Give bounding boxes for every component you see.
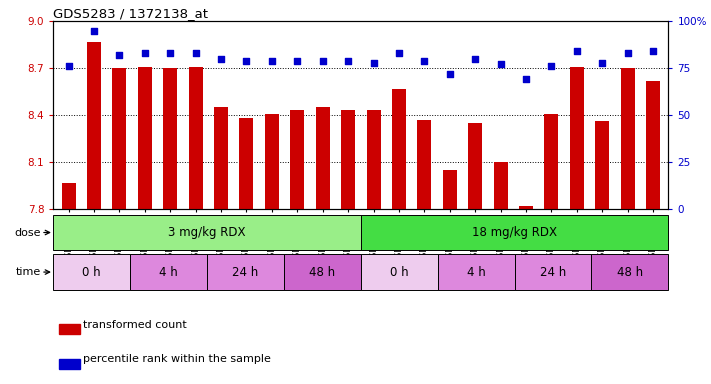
- Text: percentile rank within the sample: percentile rank within the sample: [83, 354, 272, 364]
- Bar: [188, 66, 203, 209]
- Text: 0 h: 0 h: [82, 266, 101, 278]
- Text: 48 h: 48 h: [309, 266, 336, 278]
- Bar: [570, 66, 584, 209]
- Bar: [621, 68, 635, 209]
- Bar: [545, 114, 558, 209]
- Point: [215, 56, 227, 62]
- Bar: [367, 111, 380, 209]
- Point: [139, 50, 151, 56]
- Bar: [595, 121, 609, 209]
- Bar: [392, 89, 406, 209]
- Text: 3 mg/kg RDX: 3 mg/kg RDX: [169, 226, 246, 239]
- Bar: [138, 66, 152, 209]
- Point: [622, 50, 634, 56]
- Bar: [417, 120, 432, 209]
- Point: [571, 48, 582, 54]
- Bar: [62, 183, 75, 209]
- Point: [88, 28, 100, 34]
- Point: [469, 56, 481, 62]
- Point: [393, 50, 405, 56]
- Bar: [592, 254, 668, 290]
- Bar: [130, 254, 207, 290]
- Bar: [60, 359, 80, 369]
- Point: [419, 58, 430, 64]
- Point: [495, 61, 506, 68]
- Point: [164, 50, 176, 56]
- Point: [114, 52, 125, 58]
- Bar: [341, 111, 355, 209]
- Text: 0 h: 0 h: [390, 266, 409, 278]
- Point: [648, 48, 659, 54]
- Bar: [360, 215, 668, 250]
- Bar: [515, 254, 592, 290]
- Bar: [53, 215, 360, 250]
- Bar: [284, 254, 360, 290]
- Bar: [207, 254, 284, 290]
- Text: 48 h: 48 h: [617, 266, 643, 278]
- Bar: [646, 81, 660, 209]
- Point: [317, 58, 328, 64]
- Bar: [164, 68, 177, 209]
- Text: 18 mg/kg RDX: 18 mg/kg RDX: [472, 226, 557, 239]
- Bar: [360, 254, 438, 290]
- Point: [63, 63, 74, 70]
- Point: [266, 58, 277, 64]
- Point: [292, 58, 303, 64]
- Bar: [469, 123, 482, 209]
- Bar: [443, 170, 456, 209]
- Bar: [290, 111, 304, 209]
- Point: [190, 50, 201, 56]
- Text: 4 h: 4 h: [159, 266, 178, 278]
- Bar: [240, 118, 253, 209]
- Point: [597, 60, 608, 66]
- Point: [546, 63, 557, 70]
- Text: 24 h: 24 h: [540, 266, 566, 278]
- Text: 24 h: 24 h: [232, 266, 259, 278]
- Point: [520, 76, 532, 83]
- Point: [343, 58, 354, 64]
- Text: GDS5283 / 1372138_at: GDS5283 / 1372138_at: [53, 7, 208, 20]
- Point: [241, 58, 252, 64]
- Bar: [214, 108, 228, 209]
- Bar: [53, 254, 130, 290]
- Bar: [60, 324, 80, 334]
- Bar: [519, 206, 533, 209]
- Text: dose: dose: [14, 227, 41, 238]
- Text: transformed count: transformed count: [83, 320, 187, 330]
- Bar: [316, 108, 330, 209]
- Bar: [438, 254, 515, 290]
- Bar: [265, 114, 279, 209]
- Text: time: time: [15, 267, 41, 277]
- Point: [444, 71, 456, 77]
- Text: 4 h: 4 h: [467, 266, 486, 278]
- Bar: [112, 68, 127, 209]
- Bar: [87, 41, 101, 209]
- Bar: [493, 162, 508, 209]
- Point: [368, 60, 379, 66]
